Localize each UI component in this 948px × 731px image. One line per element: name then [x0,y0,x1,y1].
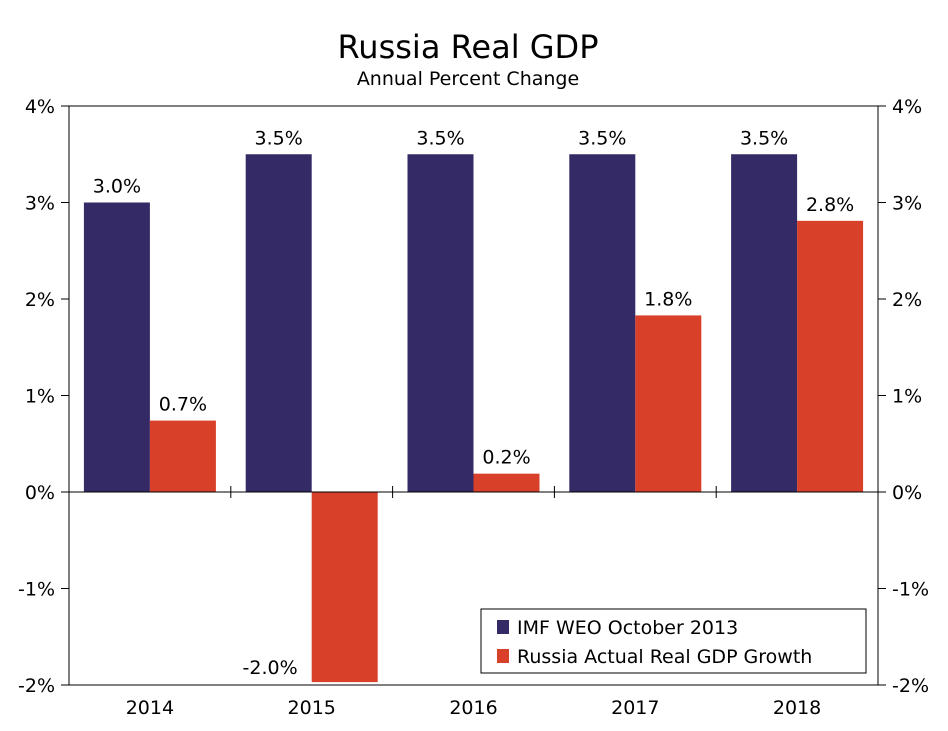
chart-subtitle: Annual Percent Change [357,68,579,90]
bar-imf-forecast-2016 [407,154,474,492]
y-tick-label-left: -1% [18,579,55,601]
y-tick-label-left: 1% [25,386,55,408]
bar-imf-forecast-2017 [569,154,636,492]
data-label: 0.7% [159,394,207,416]
y-tick-label-right: 0% [892,482,922,504]
legend-swatch-imf-forecast [497,620,509,634]
data-label: 2.8% [806,194,854,216]
bar-imf-forecast-2015 [245,154,312,492]
data-label: 0.2% [482,447,530,469]
x-tick-label: 2014 [126,697,174,719]
data-label: 3.5% [740,127,788,149]
y-tick-label-right: 2% [892,289,922,311]
y-tick-label-left: 4% [25,96,55,118]
legend-label: Russia Actual Real GDP Growth [517,646,812,668]
y-tick-label-right: 3% [892,193,922,215]
legend-box [480,608,867,674]
x-tick-label: 2016 [449,697,497,719]
x-tick-label: 2015 [288,697,336,719]
data-label: 3.5% [416,127,464,149]
bar-actual-growth-2014 [149,420,216,492]
y-tick-label-right: -2% [892,675,929,697]
y-tick-label-right: 4% [892,96,922,118]
bar-imf-forecast-2018 [731,154,798,492]
data-label: 3.5% [578,127,626,149]
legend: IMF WEO October 2013 Russia Actual Real G… [480,608,867,674]
y-tick-label-left: 2% [25,289,55,311]
bar-imf-forecast-2014 [83,202,150,492]
bar-actual-growth-2017 [635,315,702,492]
data-label: 3.5% [255,127,303,149]
y-tick-label-left: 0% [25,482,55,504]
data-label: -2.0% [243,657,298,679]
y-tick-label-right: -1% [892,579,929,601]
data-label: 1.8% [644,288,692,310]
y-tick-label-left: 3% [25,193,55,215]
bar-actual-growth-2016 [473,473,540,492]
legend-label: IMF WEO October 2013 [517,617,738,639]
x-tick-label: 2018 [773,697,821,719]
legend-swatch-actual-growth [497,649,509,663]
chart-title: Russia Real GDP [338,28,599,66]
y-tick-label-right: 1% [892,386,922,408]
y-tick-label-left: -2% [18,675,55,697]
bar-actual-growth-2015 [311,492,378,683]
x-tick-label: 2017 [611,697,659,719]
bar-actual-growth-2018 [797,220,864,492]
data-label: 3.0% [93,176,141,198]
